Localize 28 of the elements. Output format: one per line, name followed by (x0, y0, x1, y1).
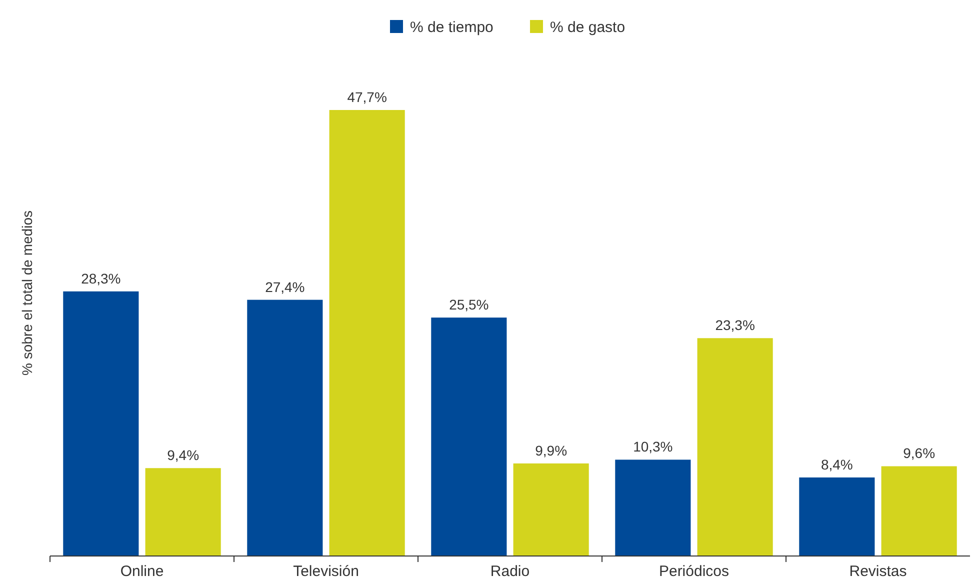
data-label: 8,4% (820, 456, 853, 472)
bar (329, 110, 405, 556)
data-label: 27,4% (265, 278, 305, 295)
legend-label: % de tiempo (410, 19, 494, 36)
bar (431, 318, 507, 556)
bar (145, 468, 221, 556)
data-label: 23,3% (715, 317, 755, 334)
legend-label: % de gasto (550, 19, 626, 36)
bar (697, 338, 773, 556)
x-tick-label: Revistas (849, 563, 907, 580)
x-tick-label: Online (120, 563, 164, 580)
x-tick-label: Televisión (293, 563, 359, 580)
data-label: 9,6% (903, 445, 936, 462)
bar (513, 463, 589, 556)
data-label: 9,9% (535, 442, 568, 458)
bar (63, 291, 139, 556)
data-label: 10,3% (633, 438, 673, 455)
bar (247, 300, 323, 556)
x-tick-label: Radio (490, 563, 530, 580)
x-tick-label: Periódicos (658, 563, 730, 580)
bar (881, 466, 957, 556)
data-label: 25,5% (449, 296, 489, 313)
data-label: 47,7% (347, 89, 387, 105)
bar (799, 477, 875, 556)
data-label: 9,4% (167, 447, 200, 464)
data-label: 28,3% (81, 270, 121, 286)
y-axis-title: % sobre el total de medios (19, 210, 35, 376)
bar (615, 460, 691, 556)
